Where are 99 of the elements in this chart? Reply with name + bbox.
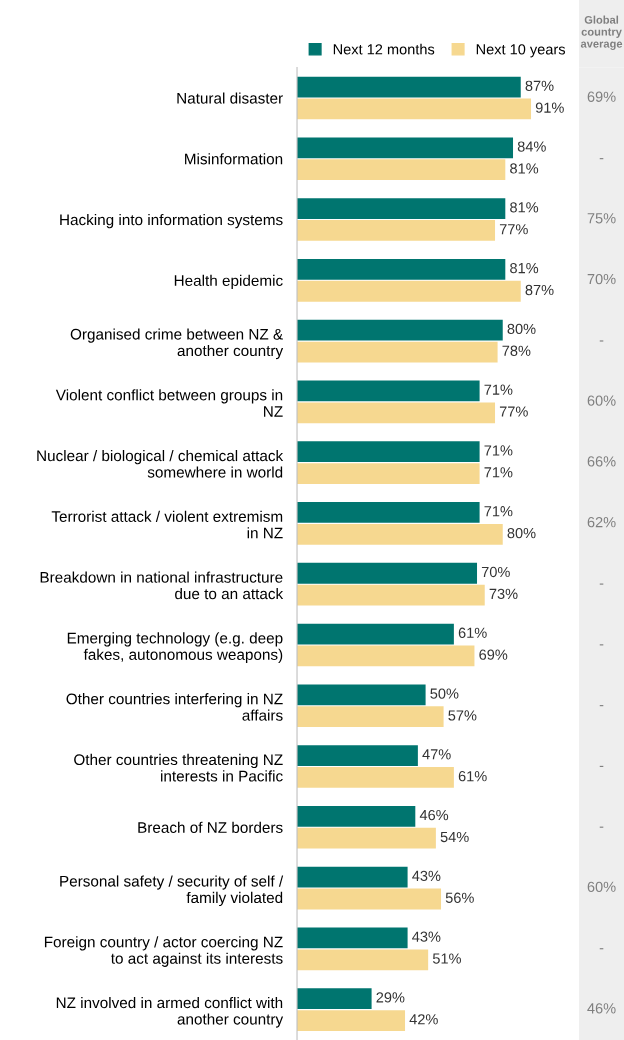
y-tick-label: Emerging technology (e.g. deep fakes, autonomous weapons) bbox=[67, 632, 283, 663]
bar bbox=[297, 319, 503, 341]
bar bbox=[297, 706, 444, 728]
text: 75% bbox=[587, 213, 616, 224]
bar bbox=[297, 584, 485, 606]
data-label: 43% bbox=[412, 870, 441, 882]
text: 46% bbox=[587, 1003, 616, 1014]
data-label: 81% bbox=[510, 163, 539, 174]
y-tick-label: NZ involved in armed conflict with another country bbox=[56, 996, 284, 1028]
data-label: 56% bbox=[445, 892, 474, 903]
y-tick-label: Organised crime between NZ & another country bbox=[70, 328, 284, 360]
bar bbox=[297, 888, 442, 910]
bar bbox=[297, 523, 503, 545]
bar bbox=[297, 684, 426, 706]
bar bbox=[297, 949, 429, 971]
y-tick-label: Other countries threatening NZ interests in Pacific bbox=[74, 753, 283, 782]
data-label: 87% bbox=[525, 284, 554, 296]
data-label: 69% bbox=[479, 649, 508, 660]
legend-label: Next 10 years bbox=[476, 44, 566, 58]
text: 60% bbox=[587, 395, 616, 406]
data-label: 29% bbox=[376, 992, 405, 1003]
bar bbox=[297, 441, 480, 463]
bar bbox=[297, 198, 506, 219]
data-label: 71% bbox=[484, 506, 513, 517]
y-tick-label: Nuclear / biological / chemical attack somewhere in world bbox=[37, 449, 284, 478]
text: - bbox=[599, 158, 604, 160]
y-tick-label: Misinformation bbox=[185, 153, 283, 165]
data-label: 46% bbox=[419, 809, 449, 821]
data-label: 81% bbox=[510, 202, 539, 213]
bar bbox=[297, 827, 436, 849]
bar bbox=[297, 866, 408, 888]
data-label: 78% bbox=[502, 345, 531, 356]
data-label: 51% bbox=[432, 953, 461, 964]
bar bbox=[297, 76, 521, 98]
data-label: 87% bbox=[525, 80, 554, 91]
data-label: 77% bbox=[499, 406, 528, 417]
data-label: 77% bbox=[499, 224, 528, 235]
bar bbox=[297, 1010, 406, 1031]
bar bbox=[297, 502, 480, 523]
data-label: 43% bbox=[412, 931, 441, 942]
data-label: 81% bbox=[510, 262, 539, 274]
y-tick-label: Personal safety / security of self / family violated bbox=[60, 875, 284, 907]
data-label: 91% bbox=[535, 102, 564, 113]
text: 60% bbox=[587, 881, 616, 892]
data-label: 61% bbox=[458, 771, 487, 782]
text: - bbox=[599, 765, 604, 767]
data-label: 80% bbox=[507, 323, 536, 335]
bar bbox=[297, 380, 480, 402]
bar bbox=[297, 988, 372, 1010]
bar bbox=[297, 280, 521, 302]
data-label: 71% bbox=[484, 384, 513, 395]
bar bbox=[297, 98, 532, 120]
text: Global country average bbox=[580, 15, 623, 50]
y-tick-label: Breach of NZ borders bbox=[138, 821, 283, 833]
bar bbox=[297, 562, 478, 584]
bar bbox=[297, 137, 514, 159]
y-tick-label: Violent conflict between groups in NZ bbox=[55, 389, 283, 417]
bar bbox=[297, 341, 498, 363]
data-label: 84% bbox=[517, 141, 546, 152]
text: 69% bbox=[587, 91, 616, 102]
text: - bbox=[599, 826, 604, 828]
data-label: 80% bbox=[507, 527, 536, 539]
data-label: 70% bbox=[481, 566, 510, 578]
y-tick-label: Hacking into information systems bbox=[60, 214, 283, 229]
y-tick-label: Breakdown in national infrastructure due to an attack bbox=[40, 571, 284, 600]
data-label: 61% bbox=[458, 627, 487, 638]
bar bbox=[297, 805, 416, 827]
data-label: 47% bbox=[422, 749, 451, 760]
data-label: 42% bbox=[409, 1014, 438, 1025]
bar bbox=[297, 623, 454, 645]
bar bbox=[297, 402, 496, 424]
data-label: 71% bbox=[484, 467, 513, 478]
bar bbox=[297, 767, 454, 788]
bar bbox=[297, 927, 408, 949]
y-tick-label: Foreign country / actor coercing NZ to act against its interests bbox=[44, 936, 283, 967]
bar bbox=[297, 159, 506, 181]
data-label: 57% bbox=[448, 710, 477, 721]
bar bbox=[297, 258, 506, 280]
text: 62% bbox=[587, 517, 616, 528]
data-label: 54% bbox=[440, 831, 469, 843]
y-tick-label: Terrorist attack / violent extremism in NZ bbox=[51, 510, 283, 539]
text: - bbox=[599, 705, 604, 707]
bar bbox=[297, 745, 418, 766]
y-tick-label: Other countries interfering in NZ affairs bbox=[66, 693, 283, 721]
legend-label: Next 12 months bbox=[333, 43, 435, 55]
bar bbox=[297, 463, 480, 484]
text: - bbox=[599, 583, 604, 585]
bar bbox=[297, 220, 496, 241]
data-label: 50% bbox=[430, 688, 459, 699]
data-label: 71% bbox=[484, 445, 513, 456]
text: - bbox=[599, 644, 604, 646]
text: 66% bbox=[587, 456, 616, 467]
text: - bbox=[599, 948, 604, 950]
text: 70% bbox=[587, 273, 616, 285]
y-tick-label: Health epidemic bbox=[174, 274, 283, 290]
text: - bbox=[599, 340, 604, 342]
data-label: 73% bbox=[489, 588, 518, 600]
bar bbox=[297, 645, 475, 667]
y-tick-label: Natural disaster bbox=[177, 92, 283, 104]
